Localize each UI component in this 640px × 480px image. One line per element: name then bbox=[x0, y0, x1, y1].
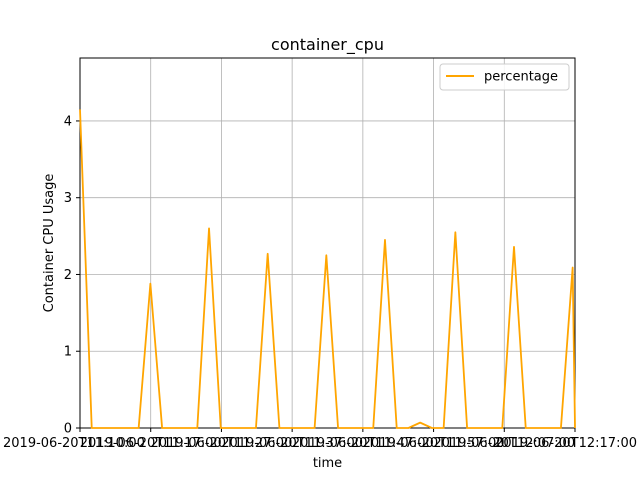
series-line-percentage bbox=[79, 109, 576, 429]
x-ticks: 2019-06-20T11:10:002019-06-20T11:17:0020… bbox=[3, 428, 637, 451]
legend-label-percentage: percentage bbox=[484, 70, 558, 85]
x-tick-label-5: 2019-06-20T11:57:00 bbox=[363, 436, 505, 451]
x-tick-label-6: 2019-06-20T12:07:00 bbox=[433, 436, 575, 451]
y-tick-label-4: 4 bbox=[64, 114, 72, 129]
y-tick-label-3: 3 bbox=[64, 191, 72, 206]
y-tick-label-0: 0 bbox=[64, 422, 72, 437]
legend: percentage bbox=[439, 63, 570, 91]
y-tick-label-1: 1 bbox=[64, 345, 72, 360]
chart-title: container_cpu bbox=[271, 35, 384, 55]
x-tick-label-4: 2019-06-20T11:47:00 bbox=[292, 436, 434, 451]
x-tick-label-3: 2019-06-20T11:37:00 bbox=[221, 436, 363, 451]
x-tick-label-2: 2019-06-20T11:27:00 bbox=[150, 436, 292, 451]
x-tick-label-7: 2019-06-20T12:17:00 bbox=[495, 436, 637, 451]
x-axis-label: time bbox=[313, 456, 342, 471]
x-tick-label-0: 2019-06-20T11:10:00 bbox=[3, 436, 145, 451]
legend-box bbox=[439, 63, 570, 91]
y-tick-label-2: 2 bbox=[64, 268, 72, 283]
x-tick-label-1: 2019-06-20T11:17:00 bbox=[80, 436, 222, 451]
series-layer bbox=[79, 109, 576, 429]
plot-frame bbox=[79, 57, 576, 429]
y-axis-label: Container CPU Usage bbox=[42, 174, 57, 313]
grid bbox=[80, 58, 575, 429]
y-ticks: 0 1 2 3 4 bbox=[64, 114, 80, 437]
